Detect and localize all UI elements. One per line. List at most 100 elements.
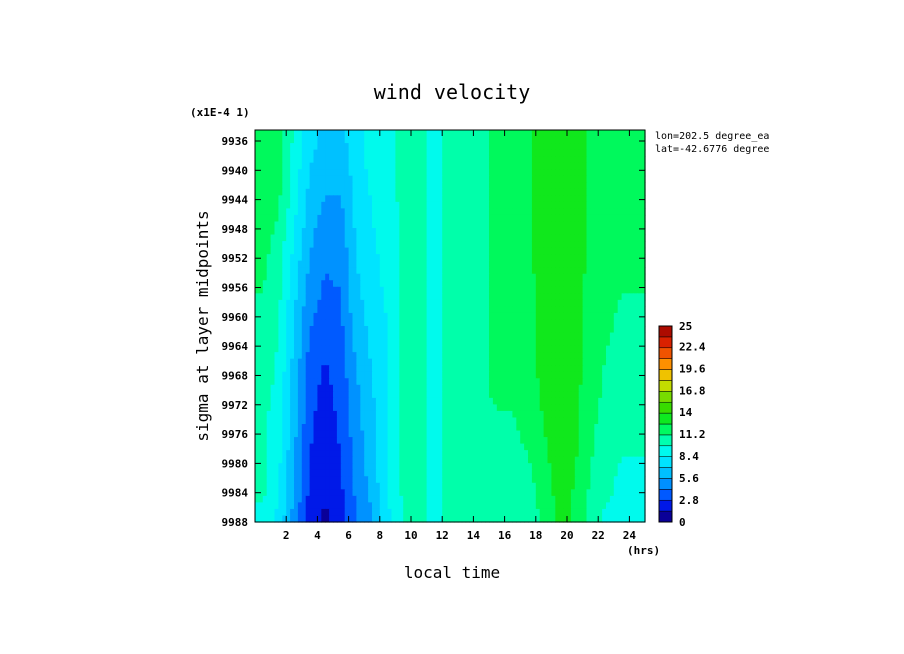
heatmap-cell: [617, 130, 623, 138]
heatmap-cell: [442, 241, 447, 249]
heatmap-cell: [570, 345, 576, 353]
heatmap-cell: [336, 410, 342, 419]
heatmap-cell: [559, 273, 564, 281]
heatmap-cell: [598, 241, 603, 249]
heatmap-cell: [477, 371, 482, 379]
heatmap-cell: [461, 182, 467, 190]
heatmap-cell: [551, 280, 556, 288]
heatmap-cell: [422, 417, 428, 425]
heatmap-cell: [559, 299, 564, 307]
heatmap-cell: [629, 143, 634, 151]
heatmap-cell: [559, 201, 564, 209]
heatmap-cell: [434, 293, 439, 301]
heatmap-cell: [446, 358, 451, 366]
heatmap-cell: [348, 208, 354, 216]
heatmap-cell: [438, 195, 443, 203]
heatmap-cell: [426, 371, 432, 379]
heatmap-cell: [524, 384, 529, 392]
heatmap-cell: [352, 345, 357, 353]
heatmap-cell: [286, 450, 291, 458]
heatmap-cell: [637, 221, 642, 229]
heatmap-cell: [430, 358, 435, 366]
heatmap-cell: [411, 293, 416, 301]
heatmap-cell: [305, 424, 311, 432]
heatmap-cell: [489, 404, 494, 412]
heatmap-cell: [383, 267, 389, 275]
heatmap-cell: [481, 149, 486, 157]
heatmap-cell: [469, 260, 474, 268]
heatmap-cell: [465, 260, 471, 268]
heatmap-cell: [633, 332, 638, 340]
heatmap-cell: [535, 169, 541, 177]
heatmap-cell: [411, 345, 416, 353]
heatmap-cell: [508, 130, 513, 138]
heatmap-cell: [598, 319, 603, 327]
heatmap-cell: [442, 404, 447, 412]
heatmap-cell: [430, 384, 435, 392]
heatmap-cell: [531, 410, 537, 419]
heatmap-cell: [481, 221, 486, 229]
heatmap-cell: [481, 156, 486, 164]
heatmap-cell: [282, 430, 287, 438]
heatmap-cell: [606, 188, 611, 196]
heatmap-cell: [395, 312, 400, 321]
heatmap-cell: [570, 410, 576, 419]
heatmap-cell: [255, 378, 260, 386]
heatmap-cell: [368, 437, 373, 445]
heatmap-cell: [368, 430, 373, 438]
heatmap-cell: [399, 384, 404, 392]
heatmap-cell: [333, 195, 338, 203]
heatmap-cell: [344, 430, 350, 438]
heatmap-cell: [629, 182, 634, 190]
heatmap-cell: [274, 136, 279, 144]
heatmap-cell: [317, 384, 322, 392]
heatmap-cell: [508, 188, 513, 196]
heatmap-cell: [360, 299, 365, 307]
heatmap-cell: [453, 280, 459, 288]
heatmap-cell: [290, 162, 295, 170]
heatmap-cell: [282, 286, 287, 294]
heatmap-cell: [282, 254, 287, 262]
heatmap-cell: [633, 397, 638, 405]
heatmap-cell: [325, 149, 330, 157]
heatmap-cell: [629, 156, 634, 164]
heatmap-cell: [309, 437, 315, 445]
heatmap-cell: [535, 254, 541, 262]
heatmap-cell: [387, 273, 393, 281]
heatmap-cell: [258, 149, 264, 157]
heatmap-cell: [364, 136, 369, 144]
heatmap-cell: [266, 280, 272, 288]
heatmap-cell: [395, 404, 400, 412]
chart-title: wind velocity: [374, 80, 531, 104]
heatmap-cell: [602, 326, 607, 334]
heatmap-cell: [574, 182, 580, 190]
heatmap-cell: [629, 306, 634, 314]
heatmap-cell: [543, 143, 549, 151]
heatmap-cell: [387, 450, 393, 458]
heatmap-cell: [352, 280, 357, 288]
heatmap-cell: [266, 371, 272, 379]
heatmap-cell: [430, 286, 435, 294]
heatmap-cell: [364, 450, 369, 458]
heatmap-cell: [574, 221, 580, 229]
heatmap-cell: [563, 299, 568, 307]
heatmap-cell: [309, 299, 315, 307]
heatmap-cell: [290, 319, 295, 327]
heatmap-cell: [559, 156, 564, 164]
heatmap-cell: [391, 319, 396, 327]
heatmap-cell: [508, 208, 513, 216]
heatmap-cell: [457, 169, 463, 177]
heatmap-cell: [524, 241, 529, 249]
heatmap-cell: [422, 306, 428, 314]
heatmap-cell: [407, 371, 412, 379]
heatmap-cell: [368, 326, 373, 334]
heatmap-cell: [278, 136, 283, 144]
heatmap-cell: [453, 201, 459, 209]
heatmap-cell: [395, 280, 400, 288]
heatmap-cell: [578, 339, 584, 347]
heatmap-cell: [641, 169, 646, 177]
heatmap-cell: [473, 136, 478, 144]
heatmap-cell: [485, 241, 490, 249]
heatmap-cell: [520, 136, 525, 144]
heatmap-cell: [453, 410, 459, 419]
